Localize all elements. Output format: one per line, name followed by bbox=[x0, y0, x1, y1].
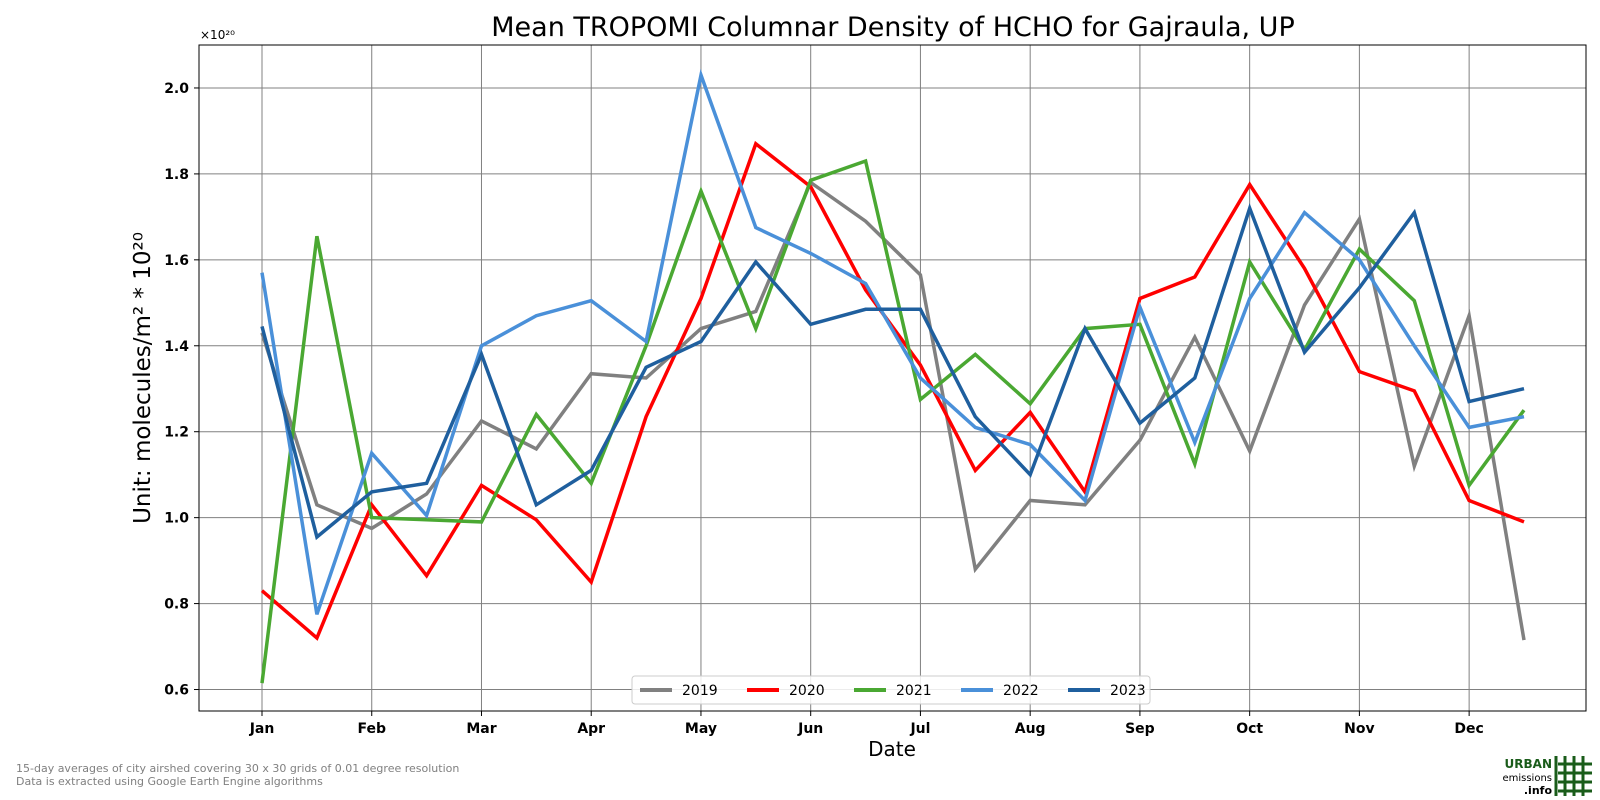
legend-label-2021: 2021 bbox=[896, 683, 932, 699]
x-tick-label: Oct bbox=[1236, 721, 1263, 737]
plot-area-frame bbox=[198, 44, 1587, 712]
legend-label-2020: 2020 bbox=[789, 683, 825, 699]
series-lines bbox=[260, 68, 1526, 684]
y-axis-ticks: 0.6 0.8 1.0 1.2 1.4 1.6 1.8 2.0 bbox=[164, 81, 199, 699]
grid-lines bbox=[199, 45, 1586, 711]
logo-text-emissions: emissions bbox=[1502, 773, 1552, 784]
chart-title: Mean TROPOMI Columnar Density of HCHO fo… bbox=[491, 12, 1294, 43]
footnote-line-2: Data is extracted using Google Earth Eng… bbox=[16, 775, 323, 788]
y-tick-label: 0.8 bbox=[164, 597, 189, 613]
x-tick-label: Aug bbox=[1015, 721, 1046, 737]
x-tick-label: Jul bbox=[909, 721, 930, 737]
y-tick-label: 1.6 bbox=[164, 253, 189, 269]
legend-box bbox=[631, 675, 1151, 705]
x-tick-label: Jun bbox=[797, 721, 823, 737]
logo-text-urban: URBAN bbox=[1505, 757, 1552, 771]
y-tick-label: 2.0 bbox=[164, 81, 189, 97]
legend-label-2019: 2019 bbox=[682, 683, 718, 699]
y-axis-label: Unit: molecules/m² * 10²⁰ bbox=[130, 232, 156, 524]
x-axis-label: Date bbox=[868, 737, 916, 761]
y-axis-multiplier: ×10²⁰ bbox=[200, 28, 235, 42]
series-line-2019 bbox=[260, 179, 1526, 641]
urban-emissions-logo: URBAN emissions .info bbox=[1502, 756, 1592, 796]
series-line-2021 bbox=[260, 158, 1526, 684]
y-tick-label: 1.0 bbox=[164, 511, 189, 527]
x-tick-label: Apr bbox=[577, 721, 605, 737]
x-axis-ticks: Jan Feb Mar Apr May Jun Jul Aug Sep Oct Nov Dec bbox=[249, 711, 1484, 737]
y-tick-label: 0.6 bbox=[164, 683, 189, 699]
x-tick-label: Mar bbox=[466, 721, 496, 737]
x-tick-label: May bbox=[685, 721, 717, 737]
y-tick-label: 1.2 bbox=[164, 425, 189, 441]
legend: 2019 2020 2021 2022 2023 bbox=[631, 675, 1151, 705]
series-line-2023 bbox=[260, 203, 1525, 541]
series-line-2020 bbox=[260, 140, 1525, 641]
x-tick-label: Jan bbox=[249, 721, 275, 737]
x-tick-label: Feb bbox=[357, 721, 386, 737]
footnote-line-1: 15-day averages of city airshed covering… bbox=[16, 762, 460, 775]
x-tick-label: Sep bbox=[1125, 721, 1155, 737]
x-tick-label: Dec bbox=[1454, 721, 1483, 737]
y-tick-label: 1.4 bbox=[164, 339, 189, 355]
legend-label-2023: 2023 bbox=[1110, 683, 1146, 699]
legend-label-2022: 2022 bbox=[1003, 683, 1039, 699]
grid-icon bbox=[1554, 756, 1592, 796]
logo-text-info: .info bbox=[1524, 784, 1553, 796]
x-tick-label: Nov bbox=[1344, 721, 1374, 737]
y-tick-label: 1.8 bbox=[164, 167, 189, 183]
